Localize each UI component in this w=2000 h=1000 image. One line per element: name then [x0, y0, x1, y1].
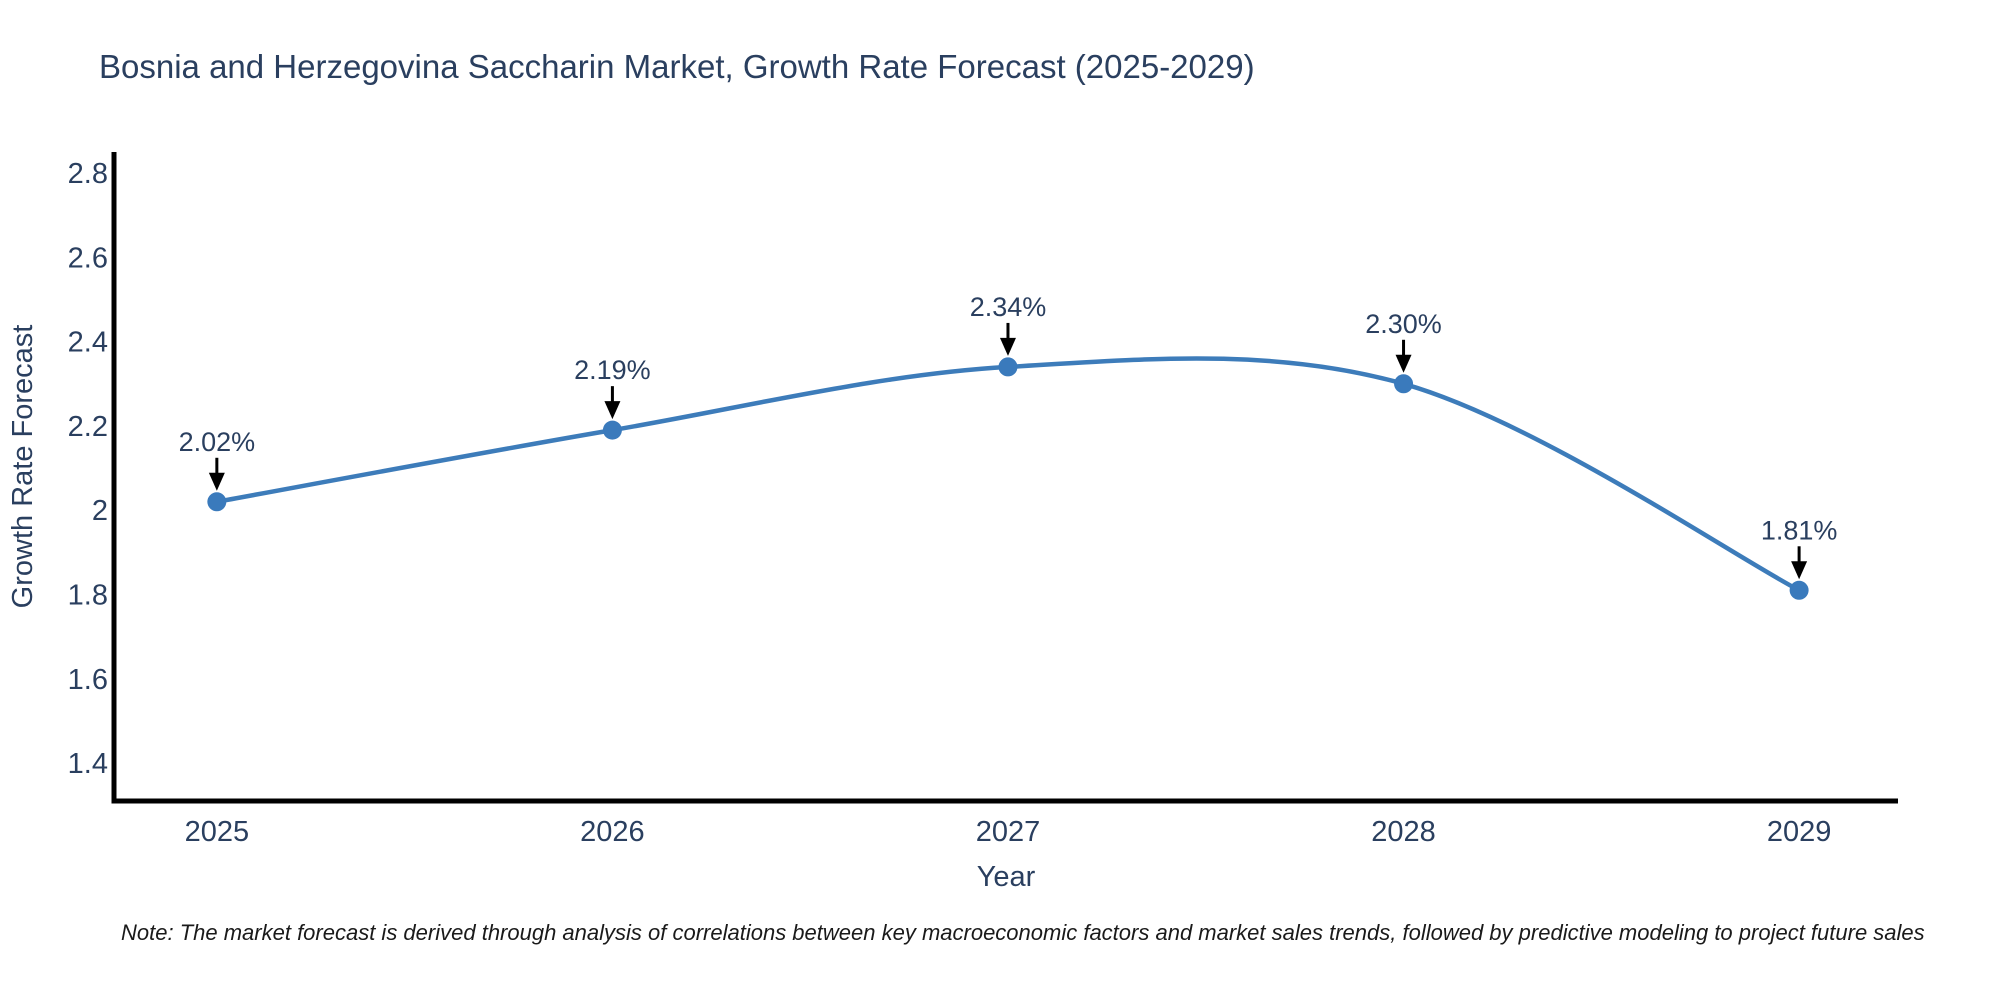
x-axis-title: Year [977, 861, 1036, 893]
x-tick-label: 2025 [185, 816, 250, 848]
annotation-arrow-head [1395, 354, 1412, 373]
annotation-arrow-head [208, 472, 225, 491]
y-tick-label: 2.6 [68, 242, 108, 274]
y-axis-title: Growth Rate Forecast [7, 325, 39, 609]
x-tick-label: 2029 [1767, 816, 1832, 848]
chart-title: Bosnia and Herzegovina Saccharin Market,… [99, 48, 1255, 85]
annotation-label: 2.19% [574, 355, 651, 385]
annotation-label: 2.02% [179, 427, 256, 457]
y-tick-label: 2.8 [68, 158, 108, 190]
x-tick-label: 2026 [580, 816, 645, 848]
data-point-2028[interactable] [1394, 374, 1414, 394]
data-point-2025[interactable] [207, 492, 227, 512]
axis-spines [111, 152, 1898, 804]
x-tick-label: 2028 [1371, 816, 1436, 848]
annotation-label: 2.34% [970, 292, 1047, 322]
data-point-2026[interactable] [602, 420, 622, 440]
y-tick-label: 2.2 [68, 411, 108, 443]
y-tick-label: 2 [92, 495, 108, 527]
annotation-arrow-head [1791, 561, 1808, 580]
y-tick-label: 1.4 [68, 748, 108, 780]
y-tick-label: 2.4 [68, 327, 108, 359]
y-tick-label: 1.6 [68, 664, 108, 696]
annotation-arrow-head [999, 337, 1016, 356]
data-point-2027[interactable] [998, 357, 1018, 377]
annotation-arrow-head [604, 401, 621, 420]
annotation-label: 1.81% [1761, 515, 1838, 545]
y-tick-label: 1.8 [68, 580, 108, 612]
footnote: Note: The market forecast is derived thr… [121, 920, 1925, 945]
trend-line [214, 356, 1802, 593]
x-tick-label: 2027 [976, 816, 1041, 848]
annotation-label: 2.30% [1365, 309, 1442, 339]
data-point-2029[interactable] [1789, 580, 1809, 600]
